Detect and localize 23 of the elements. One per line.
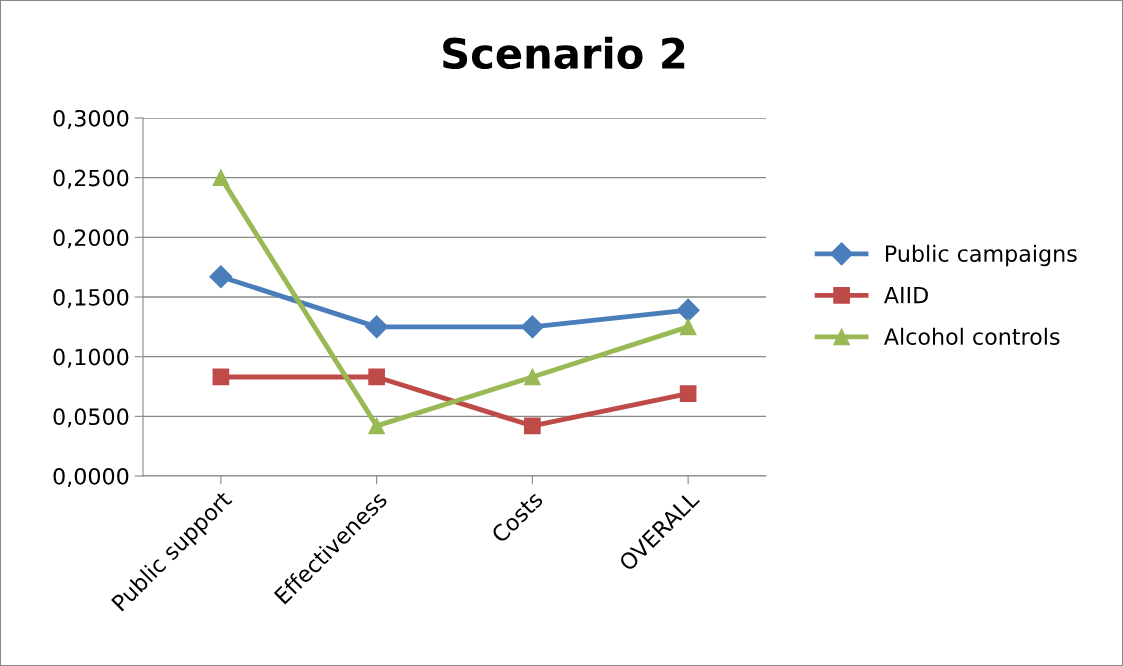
point [679,385,697,402]
point [365,315,389,339]
point [676,298,700,322]
y-tick-label: 0,2500 [53,169,129,189]
point [524,417,541,435]
point [209,265,233,289]
y-tick-label: 0,3000 [53,109,129,130]
legend-label: Public campaigns [886,244,1077,267]
legend-label: Alcohol controls [883,327,1060,345]
chart-title: Scenario 2 [443,36,685,70]
point [212,368,230,386]
y-tick-label: 0,1000 [53,348,129,368]
point [212,169,230,187]
point [368,417,385,435]
point [520,315,544,339]
y-tick-label: 0,1500 [53,288,129,309]
point [368,368,385,386]
y-tick-label: 0,2000 [53,229,129,249]
point [524,368,541,386]
y-tick-label: 0,0500 [53,408,129,428]
point [679,318,697,336]
legend-label: AIID [883,286,928,304]
y-tick-label: 0,0000 [53,467,129,488]
